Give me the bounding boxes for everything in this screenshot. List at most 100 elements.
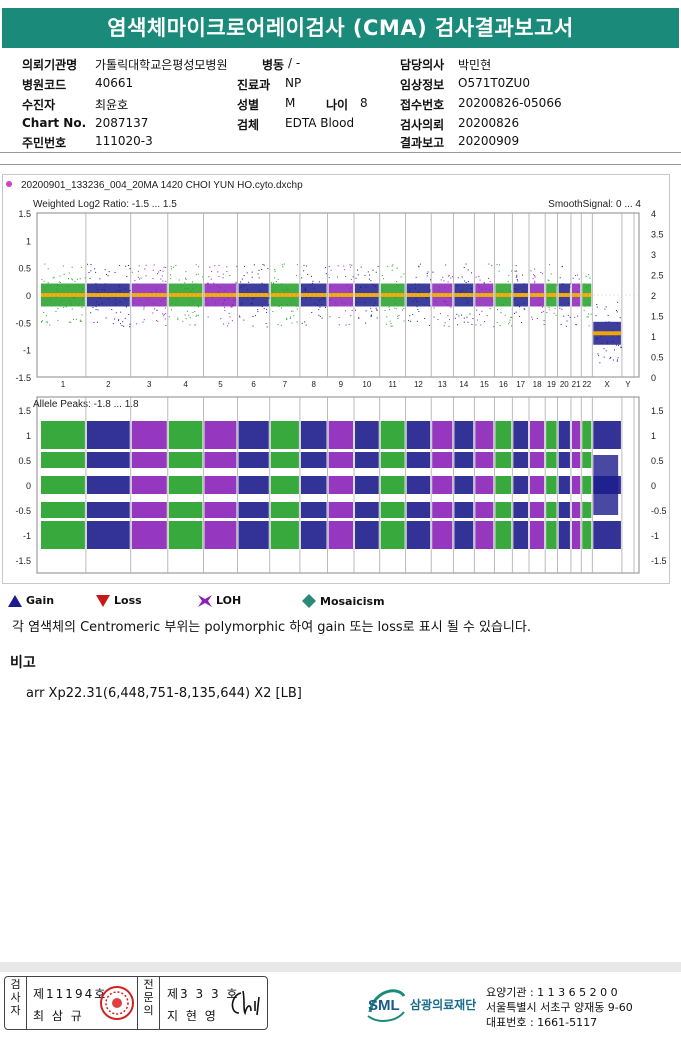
log2-point bbox=[605, 321, 607, 323]
chromosome-label: 19 bbox=[547, 380, 556, 389]
log2-point bbox=[345, 302, 347, 304]
log2-point bbox=[412, 300, 414, 302]
log2-point bbox=[417, 308, 419, 310]
log2-point bbox=[612, 340, 614, 342]
x-star-icon bbox=[198, 594, 212, 607]
log2-point bbox=[329, 316, 331, 318]
log2-point bbox=[509, 319, 511, 321]
log2-point bbox=[575, 323, 577, 325]
log2-point bbox=[41, 320, 43, 322]
log2-point bbox=[178, 279, 180, 281]
log2-point bbox=[391, 325, 393, 327]
log2-point bbox=[370, 315, 372, 317]
log2-point bbox=[223, 299, 225, 301]
info-value: 20200826-05066 bbox=[458, 96, 562, 110]
log2-point bbox=[125, 265, 127, 267]
log2-point bbox=[214, 301, 216, 303]
log2-point bbox=[477, 319, 479, 321]
org-address: 서울특별시 서초구 양재동 9-60 bbox=[486, 1001, 633, 1014]
log2-point bbox=[79, 319, 81, 321]
log2-point bbox=[189, 298, 191, 300]
log2-point bbox=[340, 296, 342, 298]
log2-point bbox=[280, 307, 282, 309]
log2-point bbox=[556, 284, 558, 286]
karyotype-result: arr Xp22.31(6,448,751-8,135,644) X2 [LB] bbox=[26, 686, 302, 701]
log2-point bbox=[371, 310, 373, 312]
log2-point bbox=[463, 317, 465, 319]
smooth-y-tick: 0.5 bbox=[651, 353, 664, 363]
sml-logo-text: SML bbox=[368, 997, 400, 1014]
log2-point bbox=[523, 283, 525, 285]
log2-point bbox=[350, 278, 352, 280]
log2-point bbox=[588, 274, 590, 276]
log2-point bbox=[448, 274, 450, 276]
log2-point bbox=[189, 324, 191, 326]
log2-point bbox=[63, 306, 65, 308]
log2-point bbox=[548, 280, 550, 282]
log2-point bbox=[133, 302, 135, 304]
log2-point bbox=[137, 276, 139, 278]
log2-point bbox=[212, 297, 214, 299]
log2-point bbox=[152, 269, 154, 271]
log2-point bbox=[158, 271, 160, 273]
log2-point bbox=[350, 266, 352, 268]
log2-point bbox=[180, 285, 182, 287]
allele-peak-band bbox=[270, 476, 299, 494]
log2-point bbox=[355, 277, 357, 279]
log2-point bbox=[417, 291, 419, 293]
log2-point bbox=[68, 278, 70, 280]
log2-point bbox=[429, 290, 431, 292]
log2-point bbox=[251, 271, 253, 273]
log2-point bbox=[485, 288, 487, 290]
allele-y-tick: 0.5 bbox=[18, 456, 31, 466]
log2-point bbox=[289, 316, 291, 318]
org-phone: 대표번호 : 1661-5117 bbox=[486, 1016, 598, 1029]
log2-point bbox=[488, 305, 490, 307]
log2-point bbox=[117, 290, 119, 292]
log2-point bbox=[374, 285, 376, 287]
allele-peak-band bbox=[475, 502, 494, 518]
log2-point bbox=[197, 305, 199, 307]
log2-point bbox=[319, 306, 321, 308]
log2-point bbox=[55, 310, 57, 312]
log2-point bbox=[301, 277, 303, 279]
log2-point bbox=[104, 269, 106, 271]
log2-point bbox=[58, 281, 60, 283]
log2-point bbox=[112, 323, 114, 325]
log2-point bbox=[103, 289, 105, 291]
log2-point bbox=[489, 280, 491, 282]
log2-point bbox=[344, 269, 346, 271]
log2-point bbox=[153, 303, 155, 305]
log2-point bbox=[418, 283, 420, 285]
log2-point bbox=[370, 280, 372, 282]
log2-point bbox=[365, 310, 367, 312]
log2-point bbox=[57, 308, 59, 310]
log2-point bbox=[369, 274, 371, 276]
log2-point bbox=[336, 276, 338, 278]
allele-peak-band bbox=[86, 502, 130, 518]
log2-point bbox=[515, 276, 517, 278]
log2-point bbox=[202, 276, 204, 278]
log2-point bbox=[254, 315, 256, 317]
smooth-title: SmoothSignal: 0 ... 4 bbox=[548, 199, 641, 210]
log2-point bbox=[304, 287, 306, 289]
log2-point bbox=[330, 286, 332, 288]
log2-point bbox=[162, 313, 164, 315]
log2-point bbox=[186, 287, 188, 289]
log2-point bbox=[198, 306, 200, 308]
log2-point bbox=[433, 307, 435, 309]
log2-point bbox=[403, 320, 405, 322]
log2-point bbox=[139, 300, 141, 302]
log2-point bbox=[55, 296, 57, 298]
log2-point bbox=[139, 278, 141, 280]
log2-point bbox=[111, 309, 113, 311]
log2-point bbox=[475, 276, 477, 278]
log2-point bbox=[409, 290, 411, 292]
log2-point bbox=[263, 308, 265, 310]
chromosome-label: 16 bbox=[499, 380, 508, 389]
log2-point bbox=[119, 286, 121, 288]
log2-point bbox=[437, 319, 439, 321]
log2-point bbox=[489, 308, 491, 310]
log2-point bbox=[443, 280, 445, 282]
